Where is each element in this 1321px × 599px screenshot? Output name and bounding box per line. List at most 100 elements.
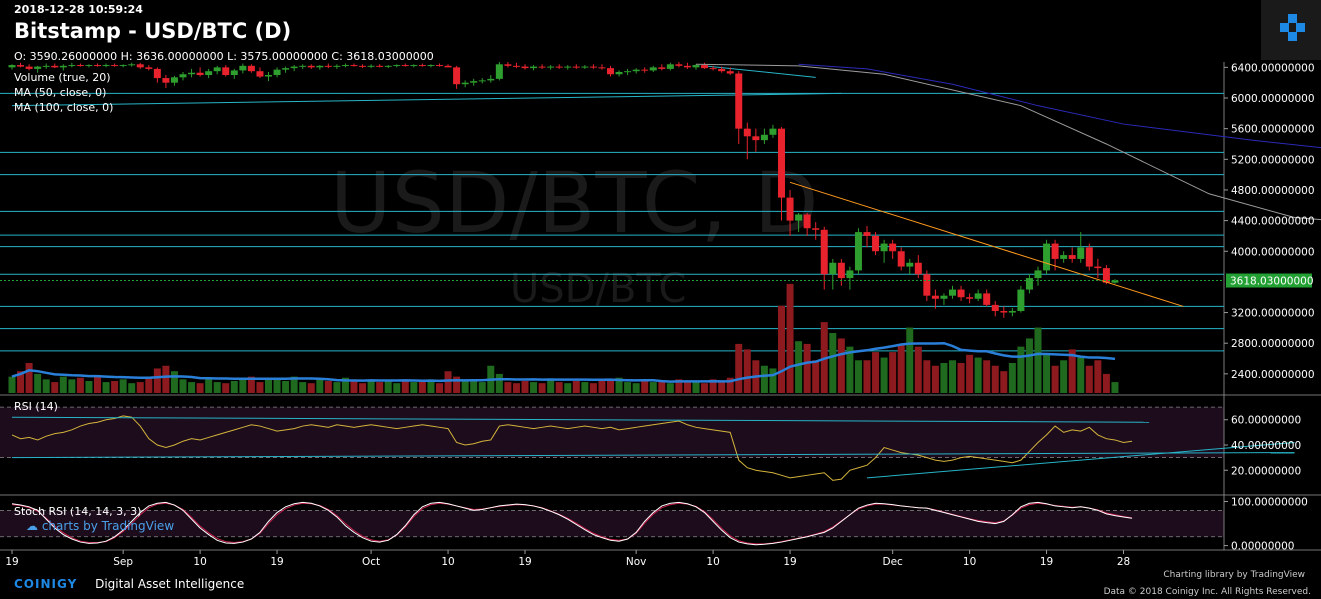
volume-bar (504, 382, 512, 393)
volume-bar (1094, 360, 1102, 393)
candle-body (1008, 311, 1016, 313)
candle-body (153, 68, 161, 79)
volume-bar (983, 360, 991, 393)
volume-bar (205, 379, 213, 393)
candle-body (1077, 247, 1085, 259)
candle-body (290, 66, 298, 69)
candle-body (17, 65, 25, 67)
candle-body (906, 262, 914, 267)
time-tick-label: 19 (5, 556, 18, 568)
overlays (0, 63, 1321, 307)
volume-bar (265, 377, 272, 393)
volume-bar (1043, 354, 1051, 393)
candle-body (675, 64, 683, 66)
candle-body (324, 65, 332, 67)
volume-bar (530, 382, 538, 393)
price-tick-label: 4800.00000000 (1231, 185, 1315, 197)
candle-body (410, 65, 418, 67)
price-tick-label: 3200.00000000 (1231, 308, 1315, 320)
price-tick-label: 4400.00000000 (1231, 216, 1315, 228)
candle-body (846, 270, 854, 279)
candle-body (128, 64, 136, 66)
volume-bar (247, 376, 255, 393)
indicator-ma100[interactable]: MA (100, close, 0) (14, 101, 114, 114)
volume-bar (769, 368, 777, 393)
candle-body (820, 229, 828, 275)
time-tick-label: Oct (362, 556, 380, 568)
candle-body (247, 65, 255, 72)
candle-body (333, 65, 341, 67)
candle-body (418, 65, 426, 67)
trendline (789, 181, 1184, 307)
charting-library-credit[interactable]: Charting library by TradingView (1163, 570, 1305, 580)
candle-body (119, 65, 127, 67)
volume-bar (906, 327, 914, 393)
grid (0, 62, 1321, 551)
volume-bar (316, 379, 324, 393)
candle-body (359, 65, 367, 67)
volume-bar (897, 343, 905, 393)
volume-bar (940, 363, 948, 393)
candle-body (581, 66, 589, 68)
time-tick-label: 19 (518, 556, 531, 568)
volume-bar (607, 381, 614, 393)
candle-body (974, 293, 982, 299)
volume-bar (34, 373, 42, 393)
stoch-k-line (11, 501, 1133, 546)
candle-body (341, 65, 349, 67)
candle-body (607, 68, 614, 75)
candle-body (632, 69, 640, 72)
candle-body (692, 65, 700, 68)
candle-body (453, 67, 461, 85)
watermark-big: USD/BTC, D (330, 154, 819, 252)
volume-bar (1102, 373, 1110, 393)
candle-body (897, 251, 905, 267)
volume-bar (111, 381, 119, 393)
volume-bar (1060, 360, 1068, 393)
indicator-volume[interactable]: Volume (true, 20) (14, 71, 111, 84)
volume-bar (675, 379, 683, 393)
volume-bar (589, 383, 597, 393)
candle-body (179, 74, 187, 78)
candle-body (624, 71, 632, 73)
candle-body (521, 66, 529, 69)
volume-bar (119, 379, 127, 393)
candle-body (564, 66, 572, 68)
candle-body (444, 65, 452, 68)
candle-body (718, 68, 726, 72)
candle-body (829, 262, 837, 275)
candle-body (213, 67, 221, 72)
time-tick-label: 10 (706, 556, 719, 568)
stoch-rsi-indicator (11, 501, 1133, 546)
volume-bar (555, 382, 563, 393)
coinigy-logo[interactable] (1261, 0, 1321, 60)
rsi-trendline-2 (11, 452, 1295, 459)
candle-body (427, 65, 435, 67)
candle-body (461, 82, 469, 85)
volume-bar (709, 379, 717, 393)
tradingview-badge[interactable]: ☁ charts by TradingView (26, 519, 174, 533)
volume-bar (162, 365, 170, 393)
candle-body (1094, 266, 1102, 269)
volume-bar (863, 360, 871, 393)
candle-body (735, 73, 743, 129)
volume-bar (470, 381, 478, 393)
candle-body (649, 67, 657, 71)
candle-body (983, 293, 991, 305)
indicator-ma50[interactable]: MA (50, close, 0) (14, 86, 107, 99)
candle-body (1060, 255, 1068, 259)
volume-bar (401, 379, 409, 393)
candle-body (743, 128, 751, 137)
candle-body (162, 78, 170, 83)
volume-bar (512, 383, 520, 393)
candle-body (701, 65, 709, 69)
candle-body (940, 295, 948, 299)
volume-bar (51, 382, 59, 393)
watermark-small: USD/BTC (510, 266, 686, 312)
volume-bar (1017, 346, 1025, 393)
candle-body (752, 136, 760, 141)
stoch-rsi-label[interactable]: Stoch RSI (14, 14, 3, 3) (14, 505, 142, 518)
rsi-label[interactable]: RSI (14) (14, 400, 58, 413)
candle-body (726, 71, 734, 74)
